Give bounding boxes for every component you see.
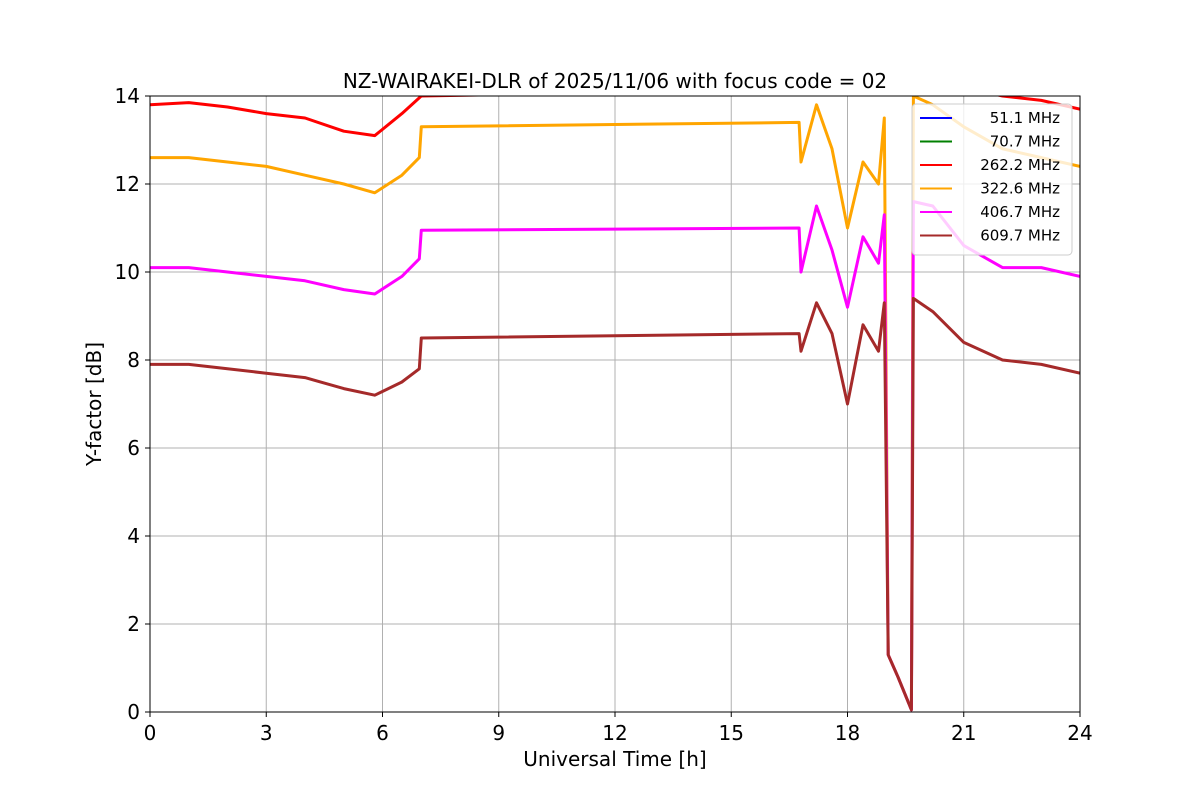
legend-label: 406.7 MHz [980, 203, 1060, 221]
y-tick-label: 12 [115, 172, 140, 196]
legend-label: 70.7 MHz [990, 133, 1060, 151]
chart-title: NZ-WAIRAKEI-DLR of 2025/11/06 with focus… [343, 69, 887, 93]
legend-label: 51.1 MHz [990, 109, 1060, 127]
series-line-609-7-mhz [150, 296, 1080, 712]
x-tick-label: 6 [376, 721, 389, 745]
y-tick-label: 10 [115, 260, 140, 284]
x-tick-label: 15 [719, 721, 744, 745]
y-tick-label: 0 [127, 700, 140, 724]
y-tick-label: 8 [127, 348, 140, 372]
legend-label: 322.6 MHz [980, 180, 1060, 198]
x-axis: 0 3 6 9 12 15 18 21 24 [144, 712, 1093, 745]
legend-label: 609.7 MHz [980, 227, 1060, 245]
x-axis-label: Universal Time [h] [523, 747, 706, 771]
y-tick-label: 4 [127, 524, 140, 548]
y-axis-label: Y-factor [dB] [82, 342, 106, 467]
series-group [150, 96, 1080, 712]
y-axis: 0 2 4 6 8 10 12 14 [115, 84, 150, 724]
series-line-322-6-mhz [150, 96, 1080, 712]
x-tick-label: 9 [492, 721, 505, 745]
y-tick-label: 6 [127, 436, 140, 460]
x-tick-label: 21 [951, 721, 976, 745]
x-tick-label: 12 [602, 721, 627, 745]
y-tick-label: 2 [127, 612, 140, 636]
legend-label: 262.2 MHz [980, 156, 1060, 174]
y-tick-label: 14 [115, 84, 140, 108]
x-tick-label: 0 [144, 721, 157, 745]
x-tick-label: 3 [260, 721, 273, 745]
x-tick-label: 24 [1067, 721, 1092, 745]
x-tick-label: 18 [835, 721, 860, 745]
series-line-262-2-mhz [150, 96, 1080, 138]
legend: 51.1 MHz 70.7 MHz 262.2 MHz 322.6 MHz 406.7 … [911, 103, 1073, 256]
